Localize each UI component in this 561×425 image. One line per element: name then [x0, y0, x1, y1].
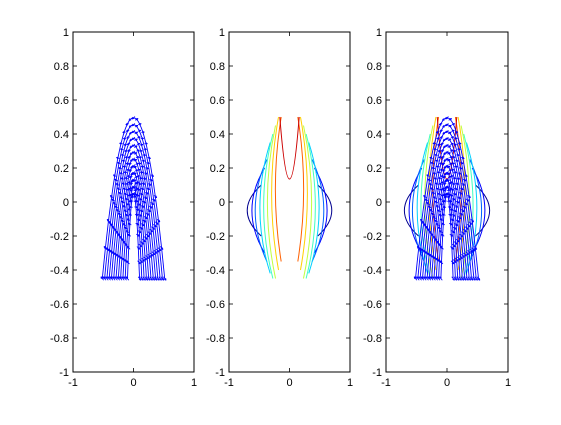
y-tick-label: 0.6 [367, 95, 382, 107]
plot-area [386, 32, 508, 372]
y-tick-label: -0.4 [206, 265, 225, 277]
y-tick-label: 1 [63, 27, 69, 39]
y-tick-label: 0.2 [54, 163, 69, 175]
x-tick-label: 0 [444, 377, 450, 389]
y-tick-label: 0.6 [210, 95, 225, 107]
x-tick-label: 0 [286, 377, 292, 389]
y-tick-label: 0.4 [367, 129, 382, 141]
y-tick-label: -0.2 [206, 231, 225, 243]
y-tick-label: 0.6 [54, 95, 69, 107]
x-tick-label: 1 [347, 377, 353, 389]
y-tick-label: -0.2 [50, 231, 69, 243]
y-tick-label: -0.6 [206, 299, 225, 311]
y-tick-label: -0.6 [50, 299, 69, 311]
y-tick-label: -0.8 [50, 333, 69, 345]
y-tick-label: -0.4 [363, 265, 382, 277]
y-tick-label: 0.8 [367, 61, 382, 73]
x-tick-label: -1 [381, 377, 391, 389]
y-tick-label: -0.4 [50, 265, 69, 277]
x-tick-label: 0 [130, 377, 136, 389]
x-tick-label: 1 [191, 377, 197, 389]
x-tick-label: -1 [68, 377, 78, 389]
x-tick-label: 1 [505, 377, 511, 389]
y-tick-label: 0.2 [367, 163, 382, 175]
x-tick-label: -1 [224, 377, 234, 389]
plot-area [229, 32, 350, 372]
y-tick-label: 1 [219, 27, 225, 39]
y-tick-label: -0.8 [206, 333, 225, 345]
y-tick-label: 0.2 [210, 163, 225, 175]
y-tick-label: -0.6 [363, 299, 382, 311]
y-tick-label: 0 [376, 197, 382, 209]
y-tick-label: -0.2 [363, 231, 382, 243]
y-tick-label: 0.4 [210, 129, 225, 141]
y-tick-label: 1 [376, 27, 382, 39]
y-tick-label: -0.8 [363, 333, 382, 345]
y-tick-label: 0.8 [54, 61, 69, 73]
plot-area [73, 32, 194, 372]
y-tick-label: 0 [219, 197, 225, 209]
y-tick-label: 0.8 [210, 61, 225, 73]
y-tick-label: 0 [63, 197, 69, 209]
y-tick-label: 0.4 [54, 129, 69, 141]
